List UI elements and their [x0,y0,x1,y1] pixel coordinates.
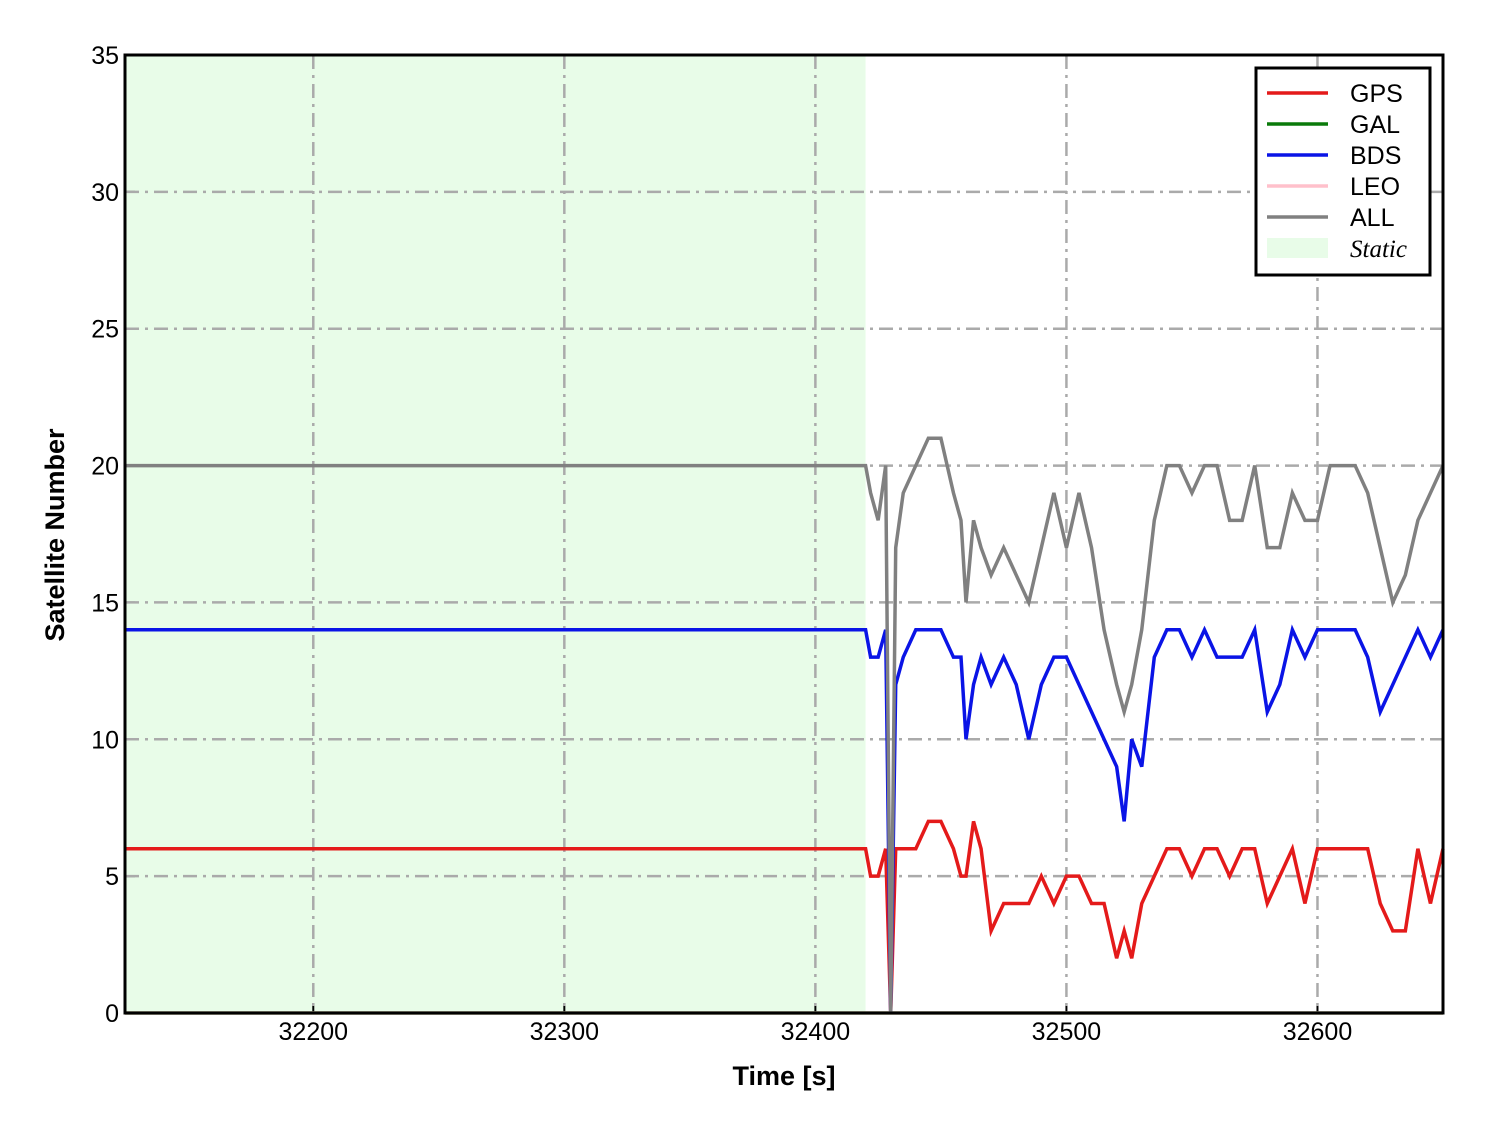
y-tick-label: 25 [91,316,119,344]
legend-label: GPS [1350,80,1403,108]
series-line [125,436,1445,1014]
legend-swatch [1267,238,1328,258]
x-axis-label: Time [s] [732,1061,835,1091]
y-tick-label: 10 [91,726,119,754]
static-region [125,55,866,1013]
y-tick-label: 30 [91,179,119,207]
legend-label: Static [1350,236,1407,263]
x-tick-label: 32300 [530,1018,600,1046]
legend-label: ALL [1350,204,1395,232]
legend-label: GAL [1350,111,1400,139]
x-tick-label: 32200 [279,1018,349,1046]
x-tick-label: 32600 [1283,1018,1353,1046]
plot-frame [123,53,1445,1015]
series-line [125,623,1445,1014]
y-tick-label: 5 [105,863,119,891]
y-tick-label: 15 [91,589,119,617]
legend-label: LEO [1350,173,1400,201]
y-axis-label: Satellite Number [40,428,70,642]
x-tick-label: 32400 [781,1018,851,1046]
x-tick-label: 32500 [1032,1018,1102,1046]
y-tick-label: 35 [91,42,119,70]
y-tick-label: 20 [91,453,119,481]
series-line [125,819,1445,1014]
y-tick-label: 0 [105,1000,119,1028]
legend-label: BDS [1350,142,1401,170]
